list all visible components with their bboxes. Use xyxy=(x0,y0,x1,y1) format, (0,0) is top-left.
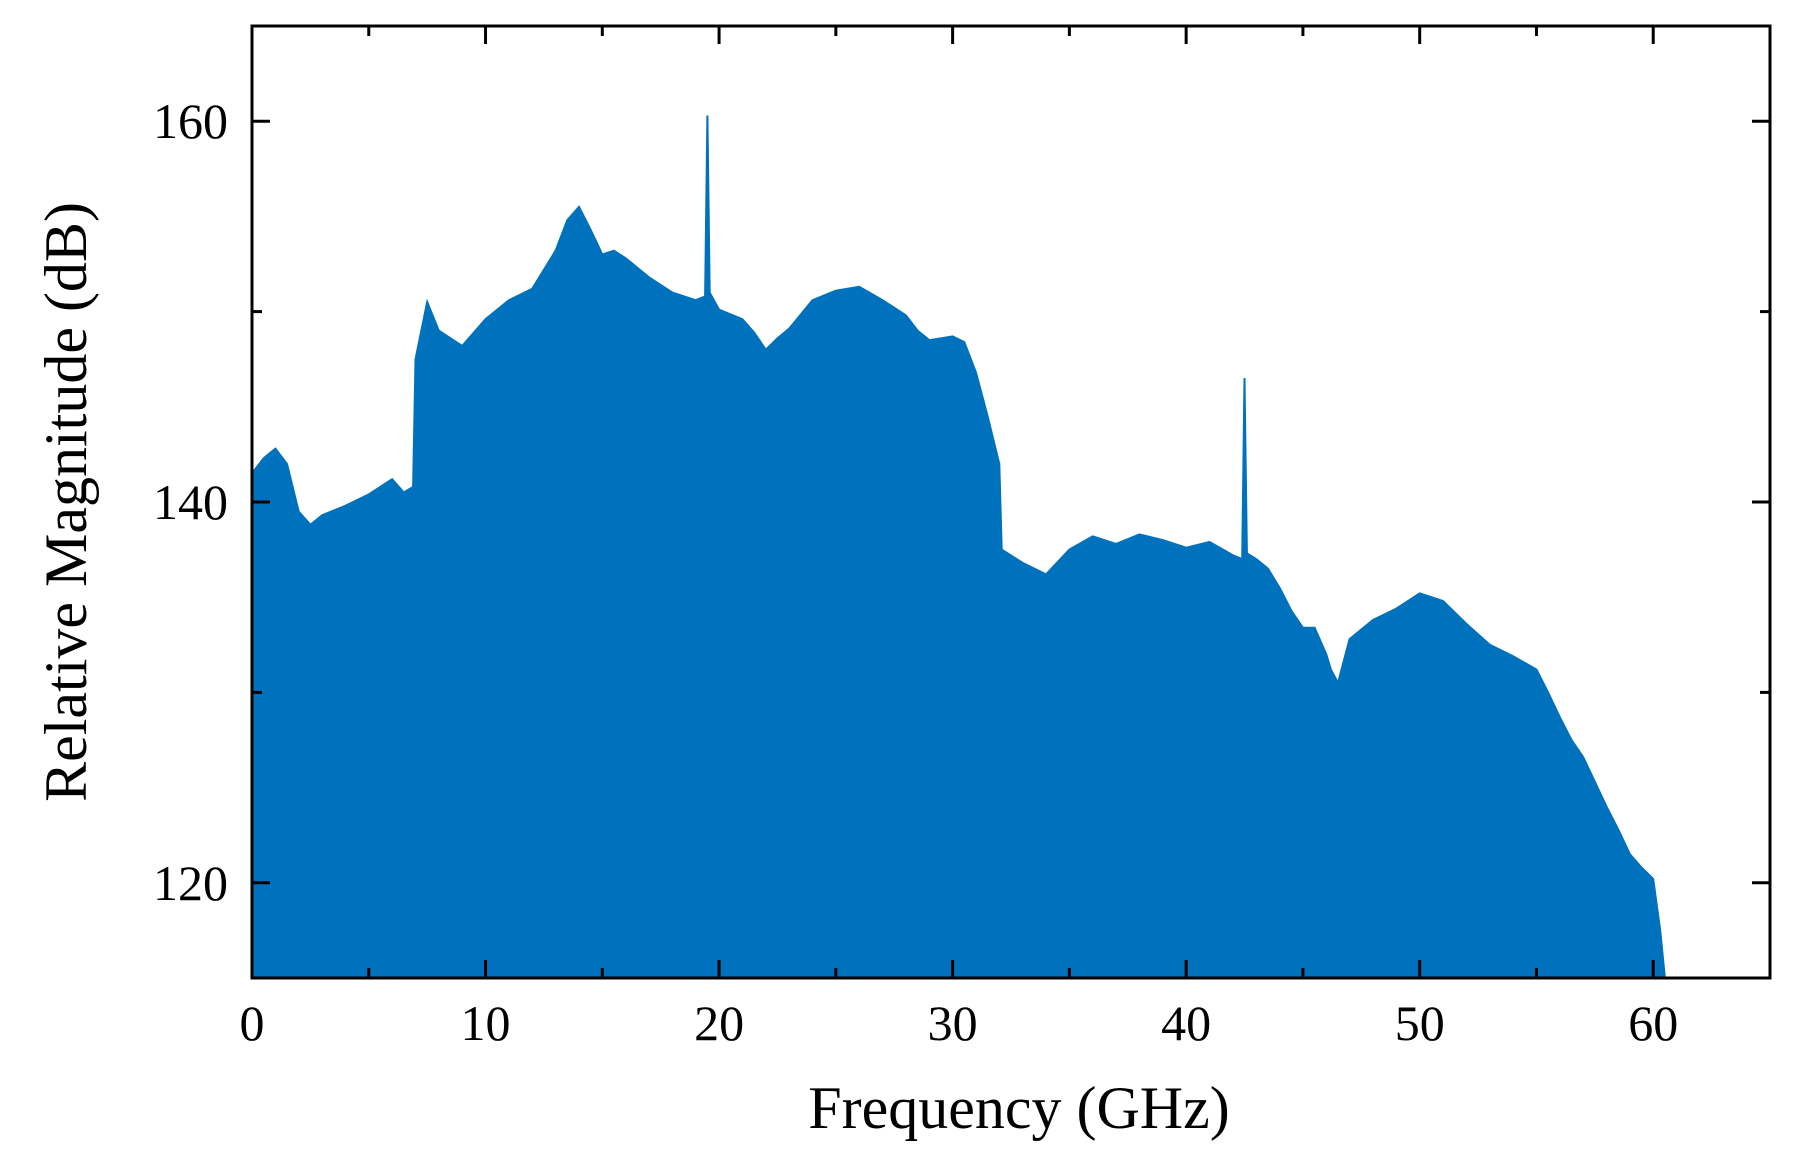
x-tick-label: 10 xyxy=(461,995,511,1051)
x-tick-label: 20 xyxy=(694,995,744,1051)
x-tick-label: 60 xyxy=(1628,995,1678,1051)
x-tick-label: 50 xyxy=(1395,995,1445,1051)
plot-frame xyxy=(250,24,1772,980)
y-axis-title: Relative Magnitude (dB) xyxy=(33,202,99,802)
x-tick-label: 40 xyxy=(1161,995,1211,1051)
y-tick-label: 160 xyxy=(153,93,228,149)
y-tick-label: 140 xyxy=(153,474,228,530)
x-axis-title: Frequency (GHz) xyxy=(808,1075,1230,1141)
y-tick-label: 120 xyxy=(153,855,228,911)
ticks-layer: 0 10 20 30 40 50 60 120 140 160 xyxy=(153,26,1770,1051)
plot-layer xyxy=(252,115,1666,978)
x-tick-label: 0 xyxy=(240,995,265,1051)
spectrum-area-series-0 xyxy=(252,115,1666,978)
x-tick-label: 30 xyxy=(928,995,978,1051)
